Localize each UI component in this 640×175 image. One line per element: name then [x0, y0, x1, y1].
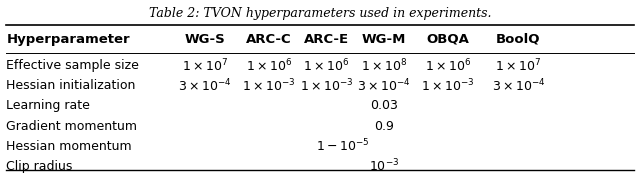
Text: Clip radius: Clip radius [6, 160, 73, 173]
Text: ARC-C: ARC-C [246, 33, 292, 46]
Text: ARC-E: ARC-E [304, 33, 349, 46]
Text: Hessian initialization: Hessian initialization [6, 79, 136, 92]
Text: 0.03: 0.03 [370, 99, 398, 112]
Text: $1 \times 10^8$: $1 \times 10^8$ [361, 57, 407, 74]
Text: $1 \times 10^6$: $1 \times 10^6$ [246, 57, 292, 74]
Text: $1 \times 10^6$: $1 \times 10^6$ [303, 57, 349, 74]
Text: WG-S: WG-S [184, 33, 225, 46]
Text: $3 \times 10^{-4}$: $3 \times 10^{-4}$ [357, 78, 411, 94]
Text: Effective sample size: Effective sample size [6, 59, 140, 72]
Text: $1 \times 10^{-3}$: $1 \times 10^{-3}$ [300, 78, 353, 94]
Text: $10^{-3}$: $10^{-3}$ [369, 158, 399, 174]
Text: Hessian momentum: Hessian momentum [6, 140, 132, 153]
Text: 0.9: 0.9 [374, 120, 394, 132]
Text: Hyperparameter: Hyperparameter [6, 33, 130, 46]
Text: $1 \times 10^7$: $1 \times 10^7$ [495, 57, 541, 74]
Text: $1 - 10^{-5}$: $1 - 10^{-5}$ [316, 138, 369, 154]
Text: $1 \times 10^7$: $1 \times 10^7$ [182, 57, 228, 74]
Text: OBQA: OBQA [427, 33, 469, 46]
Text: $1 \times 10^{-3}$: $1 \times 10^{-3}$ [242, 78, 296, 94]
Text: WG-M: WG-M [362, 33, 406, 46]
Text: $1 \times 10^6$: $1 \times 10^6$ [425, 57, 471, 74]
Text: Gradient momentum: Gradient momentum [6, 120, 138, 132]
Text: $3 \times 10^{-4}$: $3 \times 10^{-4}$ [492, 78, 545, 94]
Text: Table 2: TVON hyperparameters used in experiments.: Table 2: TVON hyperparameters used in ex… [148, 7, 492, 20]
Text: $1 \times 10^{-3}$: $1 \times 10^{-3}$ [421, 78, 475, 94]
Text: $3 \times 10^{-4}$: $3 \times 10^{-4}$ [178, 78, 232, 94]
Text: Learning rate: Learning rate [6, 99, 90, 112]
Text: BoolQ: BoolQ [496, 33, 541, 46]
